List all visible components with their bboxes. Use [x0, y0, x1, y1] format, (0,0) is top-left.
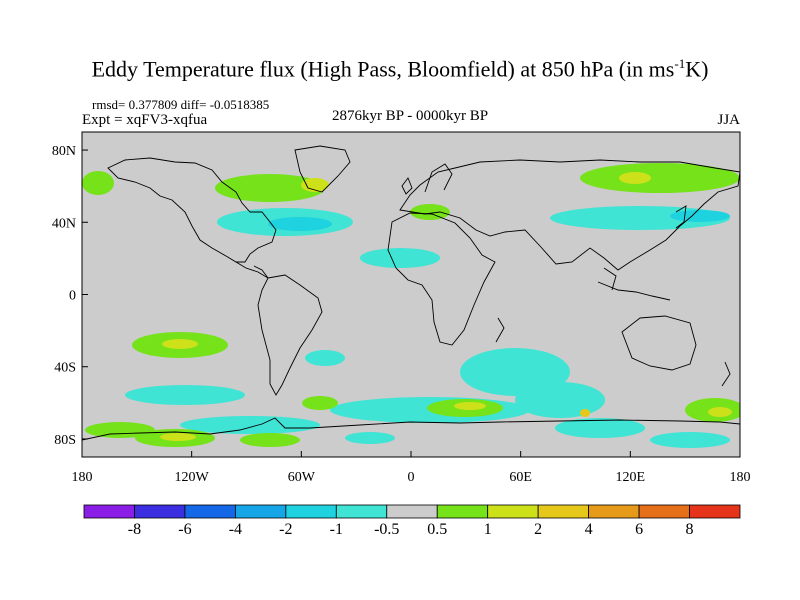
colorbar-label: -2 [279, 521, 293, 538]
lon-tick-label: 180 [730, 470, 751, 485]
colorbar-swatch [638, 504, 690, 519]
colorbar-swatch [335, 504, 388, 519]
negative-anomaly-region [515, 382, 605, 418]
negative-anomaly-region [180, 416, 320, 434]
colorbar-swatch [689, 504, 741, 519]
colorbar-label: -6 [178, 521, 192, 538]
lat-tick-label: 0 [69, 289, 76, 304]
period-label: 2876kyr BP - 0000kyr BP [331, 108, 489, 124]
lat-tick-label: 40S [54, 361, 76, 376]
colorbar-label: -4 [228, 521, 243, 538]
positive-anomaly-region [215, 174, 325, 202]
colorbar-swatch [537, 504, 590, 519]
colorbar [83, 504, 741, 519]
colorbar-swatch [234, 504, 287, 519]
axis-ticks: 180 120W 60W 0 60E 120E 180 80N 40N 0 40S 80S [52, 144, 751, 485]
colorbar-label: 1 [483, 521, 492, 538]
negative-anomaly-region [650, 432, 730, 448]
positive-anomaly-region [301, 178, 329, 192]
negative-anomaly-region [555, 418, 645, 438]
experiment-label: Expt = xqFV3-xqfua [82, 112, 208, 128]
colorbar-label: 4 [584, 521, 593, 538]
colorbar-swatch [487, 504, 539, 519]
lat-tick-label: 80S [54, 433, 76, 448]
negative-anomaly-region [125, 385, 245, 405]
negative-anomaly-region [345, 432, 395, 444]
negative-anomaly-region [360, 248, 440, 268]
positive-anomaly-region [82, 171, 114, 195]
lat-tick-label: 40N [52, 216, 76, 231]
colorbar-swatch [83, 504, 135, 519]
negative-anomaly-region [268, 217, 332, 231]
lon-tick-label: 0 [408, 470, 415, 485]
colorbar-label: -0.5 [374, 521, 400, 538]
lon-tick-label: 60E [509, 470, 532, 485]
colorbar-swatch [386, 504, 438, 519]
positive-anomaly-region [162, 339, 198, 349]
colorbar-label: -8 [127, 521, 142, 538]
coastlines [82, 145, 740, 441]
colorbar-swatch [436, 504, 489, 519]
colorbar-swatch [184, 504, 236, 519]
positive-anomaly-region [454, 402, 486, 410]
negative-anomaly-region [670, 210, 730, 222]
colorbar-label: 0.5 [427, 521, 448, 538]
lon-tick-label: 120W [175, 470, 210, 485]
lon-tick-label: 180 [72, 470, 93, 485]
colorbar-label: -1 [329, 521, 343, 538]
lon-tick-label: 120E [616, 470, 646, 485]
positive-anomaly-region [85, 422, 155, 438]
negative-anomaly-region [305, 350, 345, 366]
colorbar-label: 6 [635, 521, 644, 538]
colorbar-label: 8 [685, 521, 694, 538]
rmsd-diff-label: rmsd= 0.377809 diff= -0.0518385 [92, 97, 270, 112]
lat-tick-label: 80N [52, 144, 76, 159]
colorbar-label: 2 [534, 521, 543, 538]
positive-anomaly-region [619, 172, 651, 184]
chart-title: Eddy Temperature flux (High Pass, Bloomf… [91, 56, 709, 82]
positive-anomaly-region [580, 409, 590, 417]
colorbar-swatch [588, 504, 640, 519]
colorbar-swatch [285, 504, 337, 519]
colorbar-swatch [134, 504, 186, 519]
positive-anomaly-region [160, 433, 196, 441]
positive-anomaly-region [302, 396, 338, 410]
positive-anomaly-region [240, 433, 300, 447]
lon-tick-label: 60W [288, 470, 316, 485]
positive-anomaly-region [410, 204, 450, 220]
positive-anomaly-region [580, 163, 740, 193]
season-label: JJA [717, 112, 740, 128]
positive-anomaly-region [708, 407, 732, 417]
